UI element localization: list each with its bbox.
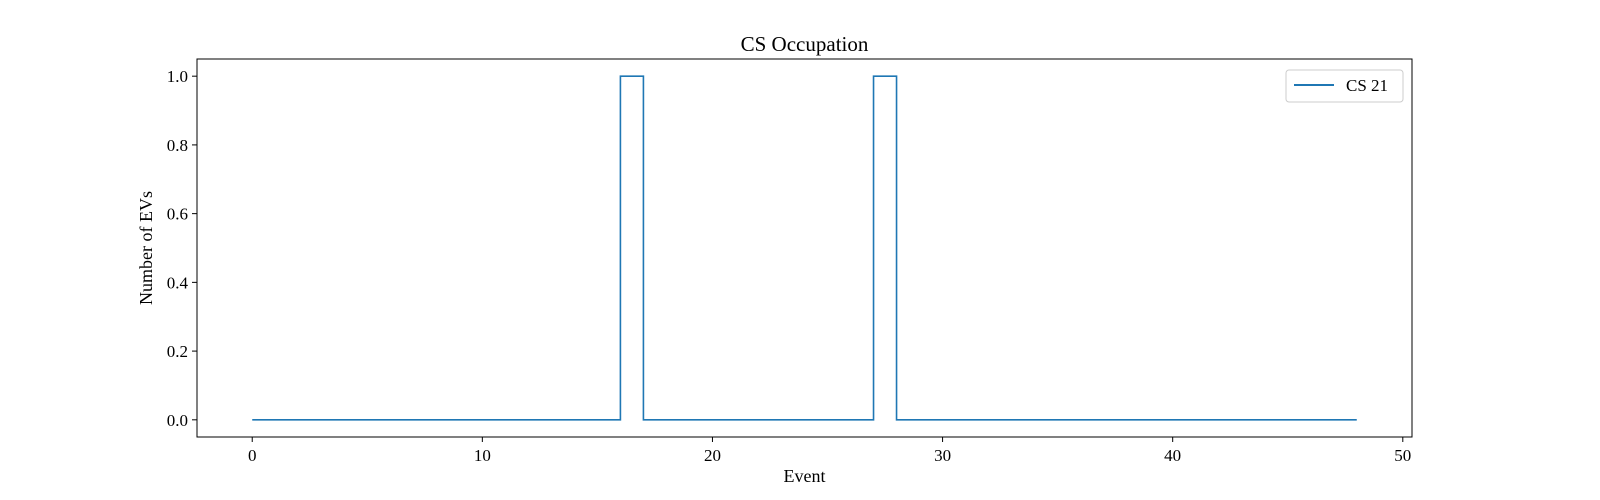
y-tick-label: 0.4	[167, 273, 189, 292]
y-axis-ticks: 0.0 0.2 0.4 0.6 0.8 1.0	[167, 67, 197, 430]
y-tick-label: 0.2	[167, 342, 188, 361]
series-line-0	[252, 75, 1357, 421]
x-tick-label: 0	[248, 446, 257, 465]
legend-box	[1285, 69, 1404, 103]
plot-area	[196, 58, 1413, 438]
x-tick-label: 50	[1394, 446, 1411, 465]
x-tick-label: 10	[474, 446, 491, 465]
x-axis-label: Event	[784, 466, 826, 486]
x-tick-label: 40	[1164, 446, 1181, 465]
series-group	[252, 75, 1357, 421]
y-tick-label: 0.8	[167, 136, 188, 155]
y-tick-label: 1.0	[167, 67, 188, 86]
legend: CS 21	[1285, 69, 1404, 103]
y-axis-label: Number of EVs	[136, 191, 156, 305]
x-tick-label: 20	[704, 446, 721, 465]
chart-title: CS Occupation	[741, 32, 869, 56]
legend-entry-cs-21: CS 21	[1346, 76, 1388, 95]
y-tick-label: 0.0	[167, 411, 188, 430]
x-tick-label: 30	[934, 446, 951, 465]
y-tick-label: 0.6	[167, 205, 188, 224]
x-axis-ticks: 0 10 20 30 40 50	[248, 437, 1411, 465]
